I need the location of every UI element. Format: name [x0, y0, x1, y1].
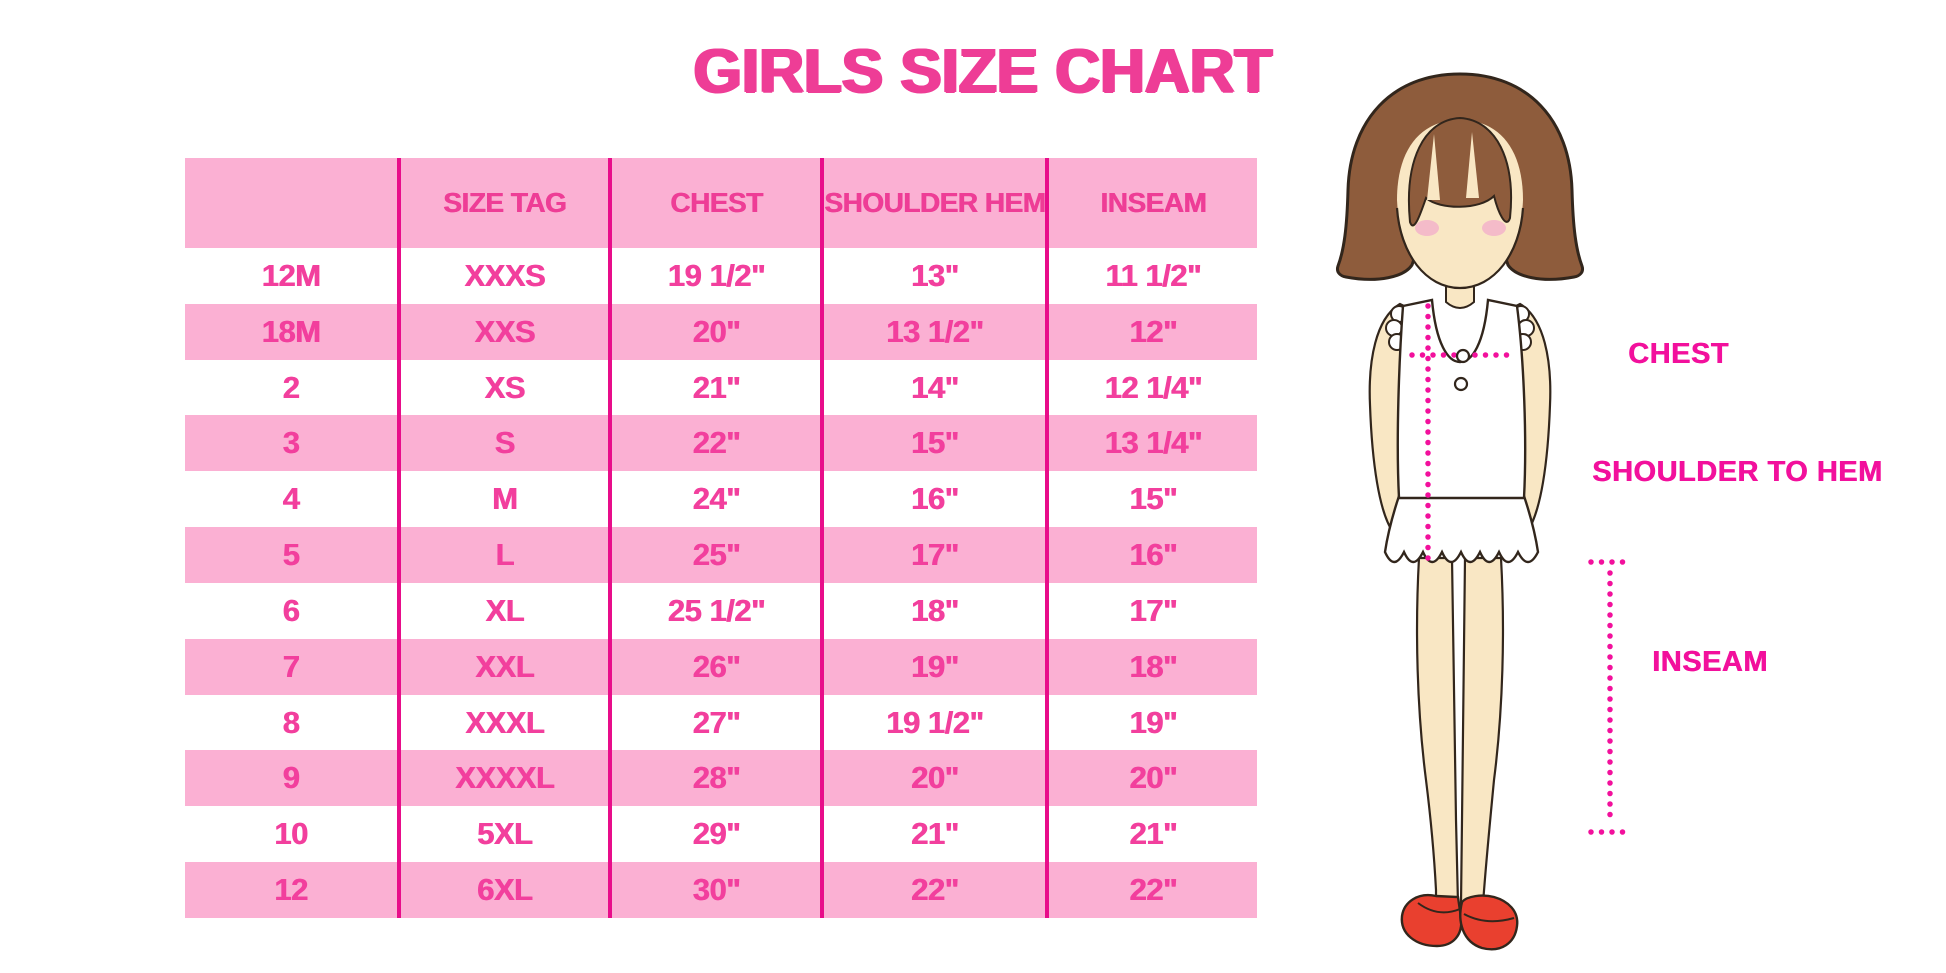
- right-leg: [1459, 556, 1505, 906]
- bodice: [1396, 298, 1527, 500]
- table-cell: XXXXL: [396, 750, 609, 807]
- table-cell: 21": [820, 806, 1045, 863]
- table-cell: 25 1/2": [608, 582, 820, 639]
- right-shoe-strap: [1463, 913, 1515, 923]
- table-cell: 9: [185, 750, 397, 807]
- table-cell: 18": [1045, 638, 1257, 695]
- table-cell: 26": [608, 638, 821, 695]
- column-header: SHOULDER HEM: [820, 158, 1046, 248]
- page-title: GIRLS SIZE CHART: [693, 37, 1273, 106]
- table-cell: 21": [608, 359, 820, 416]
- table-cell: 30": [608, 862, 821, 918]
- table-cell: 20": [1045, 750, 1257, 807]
- right-shoe: [1459, 894, 1519, 951]
- table-cell: 5: [185, 527, 397, 583]
- table-cell: 19 1/2": [820, 694, 1045, 751]
- table-cell: 6: [282, 592, 300, 628]
- table-cell: 27": [608, 694, 820, 751]
- corner-header-cell: [185, 158, 397, 248]
- table-cell: 29": [608, 806, 820, 863]
- table-cell: 22": [1045, 862, 1257, 918]
- table-cell: XL: [396, 582, 609, 639]
- table-cell: 13 1/4": [1045, 415, 1257, 472]
- table-cell: 19 1/2": [608, 248, 820, 304]
- column-header: SIZE TAG: [396, 158, 609, 248]
- shoulder-to-hem-label: SHOULDER TO HEM: [1592, 456, 1883, 488]
- table-cell: 28": [608, 750, 821, 807]
- table-cell: 12": [1045, 303, 1257, 360]
- table-cell: 16": [1045, 527, 1257, 583]
- table-cell: 20": [608, 303, 821, 360]
- skirt: [1383, 494, 1540, 564]
- column-header: CHEST: [608, 158, 821, 248]
- table-cell: L: [396, 527, 609, 583]
- bang-slit-left: [1427, 134, 1440, 200]
- table-cell: 16": [820, 471, 1045, 528]
- chest-label: CHEST: [1628, 338, 1729, 370]
- table-cell: 17": [1045, 582, 1257, 639]
- table-cell: 21": [1045, 806, 1257, 863]
- table-cell: 4: [282, 481, 300, 517]
- blush-right: [1482, 220, 1506, 236]
- table-cell: XXXS: [396, 248, 609, 304]
- table-cell: 15": [820, 415, 1046, 472]
- table-cell: XS: [396, 359, 609, 416]
- table-cell: 13 1/2": [820, 303, 1046, 360]
- inseam-label: INSEAM: [1652, 646, 1768, 678]
- table-cell: 7: [185, 638, 397, 695]
- button-top: [1455, 348, 1471, 364]
- table-cell: 14": [820, 359, 1045, 416]
- table-cell: 22": [608, 415, 821, 472]
- table-cell: XXXL: [396, 694, 609, 751]
- table-cell: 8: [282, 704, 300, 740]
- size-table: SIZE TAG CHEST SHOULDER HEM INSEAM 12M XXXS 19…: [185, 158, 1257, 918]
- table-cell: XXL: [396, 638, 609, 695]
- table-cell: 10: [274, 816, 308, 852]
- table-cell: 5XL: [396, 806, 609, 863]
- table-cell: S: [396, 415, 609, 472]
- table-cell: 18": [820, 582, 1045, 639]
- table-cell: 12M: [261, 257, 321, 293]
- left-shoe: [1400, 893, 1463, 948]
- table-cell: 19": [1045, 694, 1257, 751]
- table-cell: 25": [608, 527, 821, 583]
- inseam-measure-line: [1588, 559, 1633, 835]
- table-cell: 13": [820, 248, 1045, 304]
- table-cell: 20": [820, 750, 1046, 807]
- table-cell: XXS: [396, 303, 609, 360]
- table-cell: 19": [820, 638, 1046, 695]
- table-cell: 12 1/4": [1045, 359, 1257, 416]
- button-bottom: [1453, 376, 1469, 392]
- table-cell: 22": [820, 862, 1046, 918]
- table-cell: 18M: [185, 303, 397, 360]
- face-outline: [1395, 207, 1525, 290]
- blush-left: [1415, 220, 1439, 236]
- column-header: INSEAM: [1045, 158, 1257, 248]
- table-cell: 17": [820, 527, 1046, 583]
- table-cell: 6XL: [396, 862, 609, 918]
- table-cell: 15": [1045, 471, 1257, 528]
- table-cell: M: [396, 471, 609, 528]
- table-cell: 3: [185, 415, 397, 472]
- table-cell: 11 1/2": [1045, 248, 1257, 304]
- table-cell: 24": [608, 471, 820, 528]
- girl-illustration: [1336, 72, 1633, 951]
- left-shoe-strap: [1417, 902, 1461, 914]
- left-leg: [1415, 556, 1460, 906]
- table-cell: 12: [185, 862, 397, 918]
- bang-slit-right: [1466, 132, 1479, 198]
- table-cell: 2: [282, 369, 300, 405]
